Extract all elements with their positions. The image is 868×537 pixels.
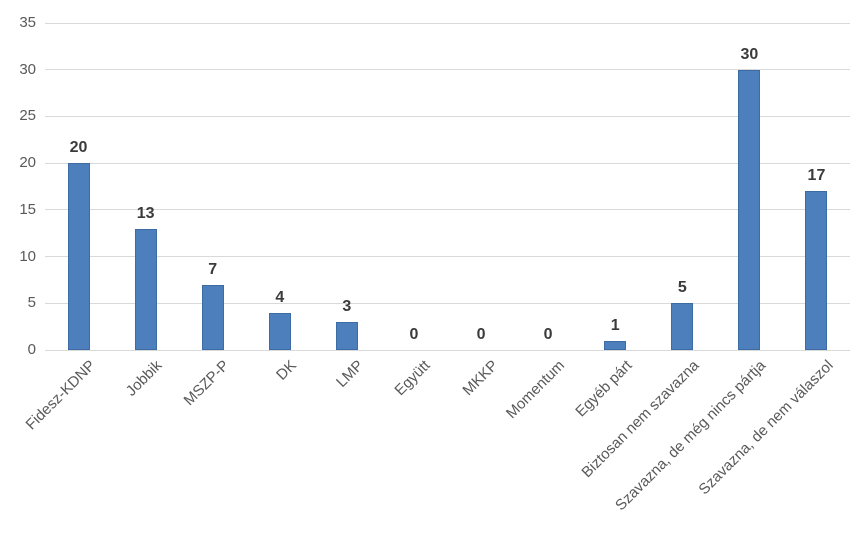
y-axis-tick-label: 0 bbox=[27, 341, 36, 358]
x-axis-category-label: MKKP bbox=[458, 357, 502, 400]
gridline bbox=[45, 115, 850, 117]
gridline bbox=[45, 22, 850, 24]
x-axis-category-label: LMP bbox=[333, 357, 367, 391]
bar bbox=[67, 163, 90, 350]
gridline bbox=[45, 162, 850, 164]
y-axis-tick-label: 10 bbox=[19, 247, 36, 265]
bar bbox=[134, 228, 157, 350]
y-axis-tick-label: 30 bbox=[19, 60, 36, 78]
bar bbox=[335, 321, 358, 350]
bar-value-label: 1 bbox=[610, 316, 620, 334]
gridline bbox=[45, 302, 850, 304]
bar bbox=[671, 303, 694, 350]
x-axis-category-label: Jobbik bbox=[122, 357, 166, 400]
y-axis-tick-label: 20 bbox=[19, 154, 36, 172]
bar bbox=[268, 312, 291, 350]
x-axis-category-label: Momentum bbox=[503, 357, 569, 423]
gridline bbox=[45, 256, 850, 258]
x-axis-category-label: DK bbox=[273, 357, 300, 384]
gridline bbox=[45, 69, 850, 71]
bar-value-label: 20 bbox=[69, 139, 88, 157]
x-axis-category-label: Biztosan nem szavazna bbox=[578, 357, 703, 482]
bar-value-label: 7 bbox=[208, 260, 218, 278]
bar-value-label: 5 bbox=[677, 279, 687, 297]
x-axis-category-label: Szavazna, de nem válaszol bbox=[695, 357, 837, 499]
x-axis-category-label: MSZP-P bbox=[180, 357, 233, 410]
bar-value-label: 0 bbox=[476, 326, 486, 343]
bar bbox=[738, 69, 761, 350]
y-axis-tick-label: 35 bbox=[19, 14, 36, 31]
bar bbox=[604, 340, 627, 350]
bar-value-label: 13 bbox=[136, 204, 155, 222]
x-axis-category-label: Egyéb párt bbox=[571, 357, 636, 421]
x-axis-category-label: Együtt bbox=[391, 357, 434, 400]
bar bbox=[201, 284, 224, 350]
y-axis-tick-label: 25 bbox=[19, 107, 36, 125]
bar-value-label: 0 bbox=[409, 326, 419, 343]
y-axis-tick-label: 5 bbox=[27, 294, 36, 312]
gridline bbox=[45, 349, 850, 351]
bar-value-label: 0 bbox=[543, 326, 553, 343]
gridline bbox=[45, 209, 850, 211]
bar-value-label: 4 bbox=[275, 288, 285, 306]
y-axis-tick-label: 15 bbox=[19, 200, 36, 218]
bar-value-label: 3 bbox=[342, 297, 352, 315]
x-axis-category-label: Fidesz-KDNP bbox=[22, 357, 99, 434]
bar bbox=[805, 191, 828, 350]
bar-value-label: 17 bbox=[807, 167, 826, 185]
bar-value-label: 30 bbox=[740, 45, 759, 63]
